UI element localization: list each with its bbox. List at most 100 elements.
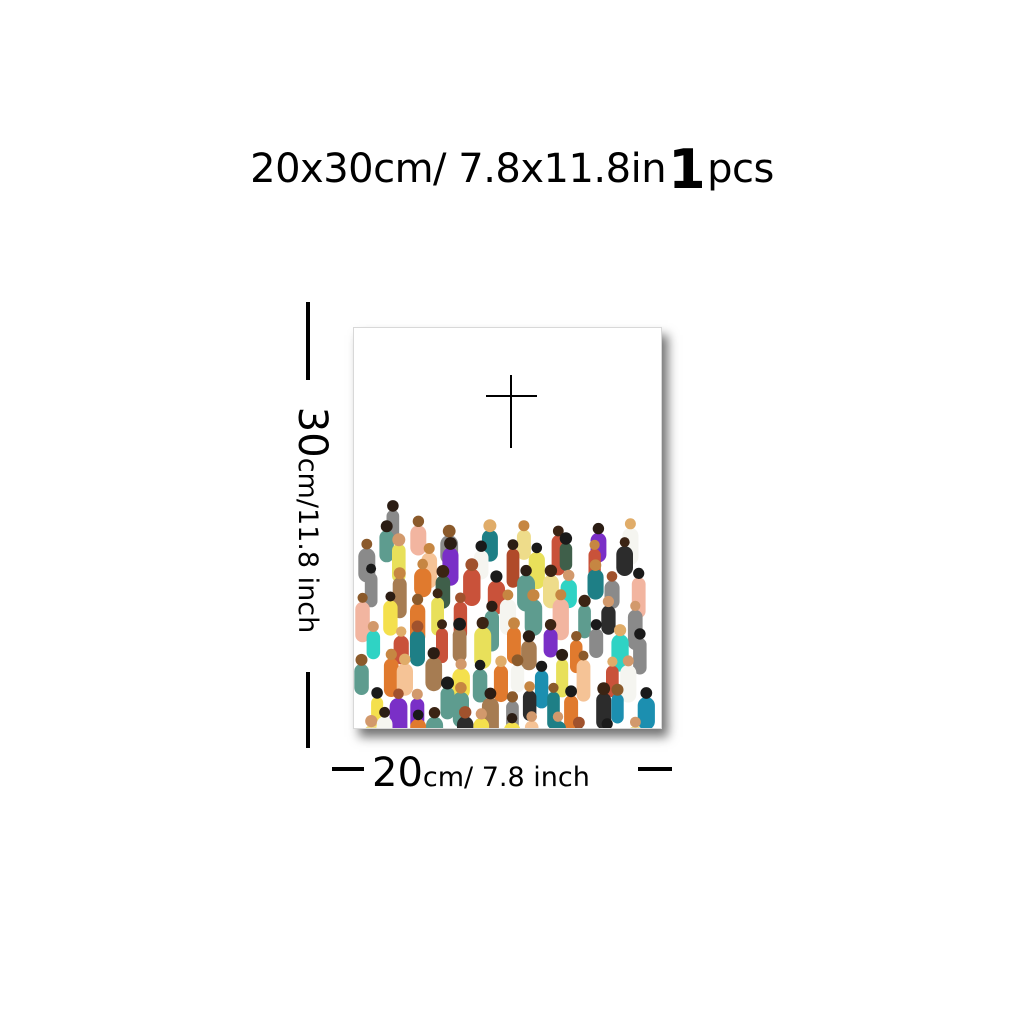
person-figure — [425, 657, 443, 692]
person-head — [524, 681, 535, 692]
width-value: 20 — [372, 750, 423, 796]
person-head — [380, 520, 393, 533]
person-figure — [396, 663, 413, 696]
person-head — [607, 656, 618, 667]
person-figure — [510, 664, 525, 693]
person-figure — [521, 640, 537, 671]
width-unit: cm/ 7.8 inch — [422, 762, 590, 793]
person-figure — [409, 630, 425, 667]
person-head — [527, 589, 540, 602]
person-head — [357, 592, 368, 603]
person-figure — [534, 670, 549, 709]
person-head — [622, 655, 634, 667]
person-head — [455, 592, 466, 604]
person-head — [453, 617, 466, 631]
poster-canvas — [353, 327, 662, 729]
person-figure — [552, 598, 569, 641]
person-head — [465, 558, 479, 572]
person-head — [393, 688, 404, 700]
person-head — [634, 628, 646, 640]
height-dimension-line-top — [306, 302, 310, 380]
person-figure — [457, 716, 474, 728]
width-label: 20cm/ 7.8 inch — [372, 750, 590, 796]
person-head — [437, 619, 447, 630]
person-head — [614, 624, 627, 637]
person-head — [475, 708, 487, 720]
person-figure — [426, 716, 444, 728]
person-head — [412, 515, 425, 527]
person-head — [392, 533, 406, 547]
person-head — [385, 591, 396, 602]
person-head — [578, 594, 591, 607]
person-head — [536, 660, 548, 672]
height-dimension-line-bottom — [306, 672, 310, 748]
person-figure — [556, 658, 569, 698]
person-head — [399, 653, 411, 665]
person-head — [606, 571, 618, 582]
person-head — [552, 711, 564, 722]
person-head — [371, 687, 383, 699]
person-figure — [364, 572, 378, 608]
person-head — [506, 713, 518, 724]
crowd-figures — [354, 500, 655, 728]
person-head — [490, 570, 503, 583]
person-figure — [616, 546, 633, 576]
person-figure — [516, 529, 531, 560]
person-head — [640, 687, 653, 699]
person-head — [526, 711, 537, 722]
height-unit: cm/11.8 inch — [292, 457, 323, 634]
person-head — [597, 682, 611, 696]
person-figure — [550, 720, 566, 728]
person-head — [361, 538, 373, 550]
person-head — [548, 682, 559, 693]
person-head — [556, 648, 569, 661]
person-head — [455, 682, 467, 694]
person-head — [563, 569, 575, 582]
person-head — [520, 564, 532, 577]
person-head — [428, 707, 441, 719]
person-head — [476, 616, 489, 630]
person-head — [442, 524, 456, 538]
crowd-illustration — [354, 375, 655, 728]
person-figure — [559, 542, 573, 571]
person-figure — [576, 659, 591, 702]
person-head — [396, 626, 407, 637]
person-head — [495, 655, 507, 667]
person-head — [590, 619, 602, 631]
person-figure — [472, 669, 488, 703]
person-figure — [589, 628, 604, 658]
person-head — [589, 539, 600, 550]
person-figure — [524, 599, 543, 636]
person-head — [573, 716, 585, 728]
person-figure — [410, 525, 427, 556]
person-figure — [620, 664, 637, 703]
piece-unit: pcs — [707, 146, 774, 192]
person-head — [592, 522, 605, 535]
person-head — [412, 709, 424, 721]
person-head — [602, 595, 614, 608]
person-figure — [493, 665, 508, 703]
piece-count: 1 — [668, 138, 706, 201]
person-figure — [543, 628, 558, 658]
person-head — [411, 688, 423, 700]
person-head — [619, 537, 630, 548]
person-head — [417, 558, 428, 570]
person-figure — [524, 720, 539, 728]
person-head — [367, 621, 379, 632]
person-head — [555, 589, 567, 601]
person-head — [507, 539, 519, 550]
person-figure — [452, 628, 467, 663]
person-head — [511, 654, 524, 667]
person-head — [552, 525, 564, 537]
person-figure — [637, 697, 655, 728]
person-figure — [440, 687, 455, 720]
person-figure — [463, 568, 481, 606]
person-figure — [633, 637, 647, 675]
person-head — [412, 593, 424, 605]
person-head — [486, 600, 498, 612]
person-head — [518, 520, 530, 532]
person-figure — [578, 604, 591, 639]
person-figure — [504, 722, 521, 728]
person-figure — [474, 627, 492, 669]
cross-icon — [486, 375, 537, 448]
